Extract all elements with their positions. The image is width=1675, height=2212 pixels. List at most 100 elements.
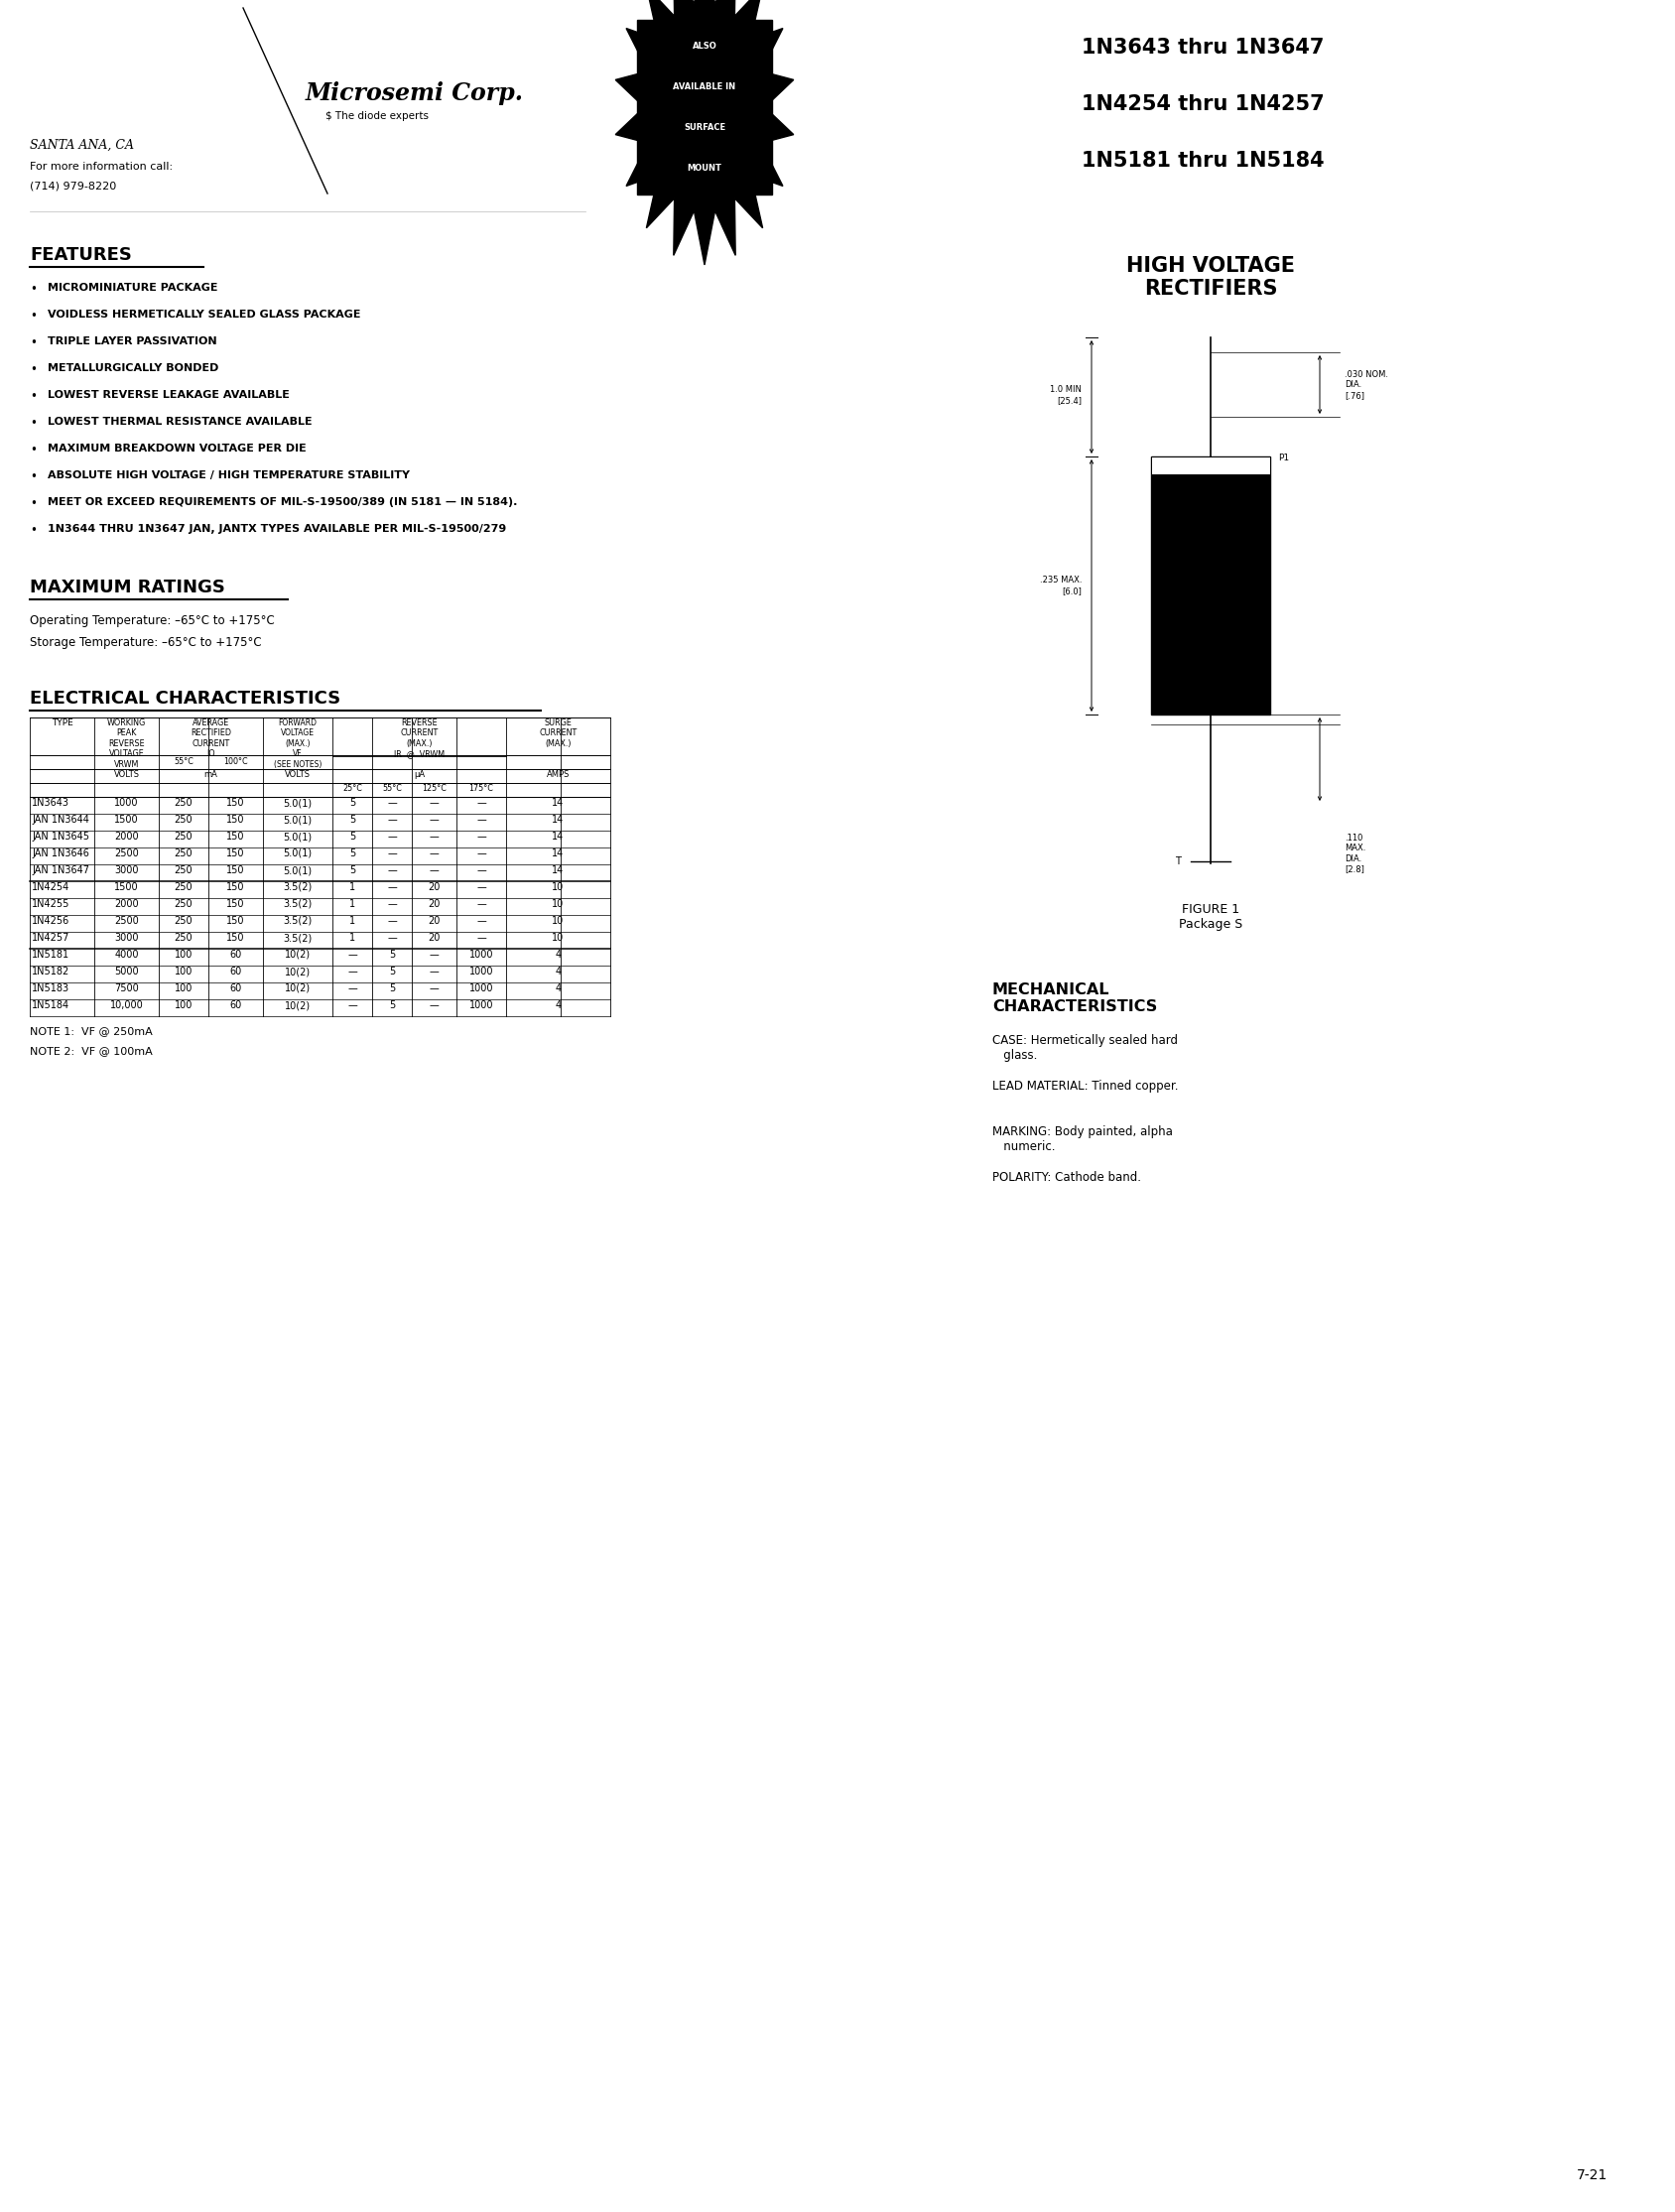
Text: FORWARD
VOLTAGE
(MAX.)
VF
(SEE NOTES): FORWARD VOLTAGE (MAX.) VF (SEE NOTES) xyxy=(273,719,322,770)
Text: —: — xyxy=(387,933,397,942)
Text: •: • xyxy=(30,336,37,349)
Text: 20: 20 xyxy=(429,916,441,927)
Text: ABSOLUTE HIGH VOLTAGE / HIGH TEMPERATURE STABILITY: ABSOLUTE HIGH VOLTAGE / HIGH TEMPERATURE… xyxy=(47,471,410,480)
Text: T: T xyxy=(1174,856,1181,867)
Text: JAN 1N3646: JAN 1N3646 xyxy=(32,849,89,858)
Text: .235 MAX.
[6.0]: .235 MAX. [6.0] xyxy=(1040,575,1082,595)
Text: ELECTRICAL CHARACTERISTICS: ELECTRICAL CHARACTERISTICS xyxy=(30,690,340,708)
Text: 250: 250 xyxy=(174,865,193,876)
Text: 1N3643: 1N3643 xyxy=(32,799,69,807)
Text: —: — xyxy=(476,832,486,841)
Text: TRIPLE LAYER PASSIVATION: TRIPLE LAYER PASSIVATION xyxy=(47,336,218,347)
Text: 150: 150 xyxy=(226,832,245,841)
Text: •: • xyxy=(30,471,37,482)
Text: 25°C: 25°C xyxy=(342,783,362,792)
Text: 250: 250 xyxy=(174,933,193,942)
Text: 5: 5 xyxy=(389,949,395,960)
Text: 7-21: 7-21 xyxy=(1576,2168,1608,2183)
Text: 1N5183: 1N5183 xyxy=(32,984,70,993)
Text: CASE: Hermetically sealed hard
   glass.: CASE: Hermetically sealed hard glass. xyxy=(992,1033,1178,1062)
Text: MAXIMUM BREAKDOWN VOLTAGE PER DIE: MAXIMUM BREAKDOWN VOLTAGE PER DIE xyxy=(47,445,307,453)
Text: 1500: 1500 xyxy=(114,814,139,825)
Text: MEET OR EXCEED REQUIREMENTS OF MIL-S-19500/389 (IN 5181 — IN 5184).: MEET OR EXCEED REQUIREMENTS OF MIL-S-195… xyxy=(47,498,518,507)
Text: —: — xyxy=(429,967,439,975)
Text: 5.0(1): 5.0(1) xyxy=(283,814,312,825)
Text: 14: 14 xyxy=(553,799,564,807)
Text: 1: 1 xyxy=(348,883,355,891)
Text: •: • xyxy=(30,389,37,403)
Text: .110
MAX.
DIA.
[2.8]: .110 MAX. DIA. [2.8] xyxy=(1345,834,1365,874)
Text: LOWEST REVERSE LEAKAGE AVAILABLE: LOWEST REVERSE LEAKAGE AVAILABLE xyxy=(47,389,290,400)
Text: —: — xyxy=(429,814,439,825)
Text: 175°C: 175°C xyxy=(469,783,494,792)
Text: —: — xyxy=(476,933,486,942)
Text: P1: P1 xyxy=(1278,453,1290,462)
Text: 1N4254 thru 1N4257: 1N4254 thru 1N4257 xyxy=(1082,95,1325,115)
Text: 4: 4 xyxy=(554,984,561,993)
Text: 150: 150 xyxy=(226,883,245,891)
Text: —: — xyxy=(429,849,439,858)
Text: •: • xyxy=(30,283,37,296)
Text: 5.0(1): 5.0(1) xyxy=(283,849,312,858)
Text: .030 NOM.
DIA.
[.76]: .030 NOM. DIA. [.76] xyxy=(1345,369,1389,400)
Text: —: — xyxy=(476,898,486,909)
Text: 1N5184: 1N5184 xyxy=(32,1000,70,1011)
Text: —: — xyxy=(387,832,397,841)
Text: 20: 20 xyxy=(429,898,441,909)
Text: 3000: 3000 xyxy=(114,933,139,942)
Text: 3000: 3000 xyxy=(114,865,139,876)
Text: MAXIMUM RATINGS: MAXIMUM RATINGS xyxy=(30,580,224,597)
Text: 7500: 7500 xyxy=(114,984,139,993)
Text: 4: 4 xyxy=(554,949,561,960)
Text: •: • xyxy=(30,498,37,511)
Text: 250: 250 xyxy=(174,849,193,858)
Text: 150: 150 xyxy=(226,814,245,825)
Text: NOTE 1:  VF @ 250mA: NOTE 1: VF @ 250mA xyxy=(30,1026,152,1035)
Text: —: — xyxy=(476,799,486,807)
Text: WORKING
PEAK
REVERSE
VOLTAGE
VRWM: WORKING PEAK REVERSE VOLTAGE VRWM xyxy=(107,719,146,770)
Text: —: — xyxy=(429,799,439,807)
Text: (714) 979-8220: (714) 979-8220 xyxy=(30,181,116,190)
Text: —: — xyxy=(387,883,397,891)
Text: 10(2): 10(2) xyxy=(285,967,310,975)
Text: 5: 5 xyxy=(389,1000,395,1011)
Text: VOLTS: VOLTS xyxy=(285,770,310,779)
Text: —: — xyxy=(429,865,439,876)
Text: •: • xyxy=(30,416,37,429)
Text: 1000: 1000 xyxy=(469,967,494,975)
Text: MICROMINIATURE PACKAGE: MICROMINIATURE PACKAGE xyxy=(47,283,218,292)
Text: MECHANICAL
CHARACTERISTICS: MECHANICAL CHARACTERISTICS xyxy=(992,982,1157,1015)
Text: AVAILABLE IN: AVAILABLE IN xyxy=(673,82,735,91)
Text: 1N5182: 1N5182 xyxy=(32,967,70,975)
Text: 4000: 4000 xyxy=(114,949,139,960)
Text: 100: 100 xyxy=(174,1000,193,1011)
Text: MARKING: Body painted, alpha
   numeric.: MARKING: Body painted, alpha numeric. xyxy=(992,1126,1172,1152)
Text: 250: 250 xyxy=(174,883,193,891)
Text: 250: 250 xyxy=(174,814,193,825)
Text: 250: 250 xyxy=(174,898,193,909)
Text: JAN 1N3645: JAN 1N3645 xyxy=(32,832,89,841)
Text: LEAD MATERIAL: Tinned copper.: LEAD MATERIAL: Tinned copper. xyxy=(992,1079,1178,1093)
Text: —: — xyxy=(387,865,397,876)
Text: 100: 100 xyxy=(174,967,193,975)
Text: 150: 150 xyxy=(226,933,245,942)
Text: mA: mA xyxy=(204,770,218,779)
Text: ALSO: ALSO xyxy=(692,42,717,51)
Text: 250: 250 xyxy=(174,799,193,807)
Text: 1N4256: 1N4256 xyxy=(32,916,70,927)
Text: —: — xyxy=(476,916,486,927)
Text: 2500: 2500 xyxy=(114,916,139,927)
Text: 150: 150 xyxy=(226,849,245,858)
Text: TYPE: TYPE xyxy=(52,719,72,728)
Text: 20: 20 xyxy=(429,883,441,891)
Text: 10: 10 xyxy=(553,933,564,942)
Text: LOWEST THERMAL RESISTANCE AVAILABLE: LOWEST THERMAL RESISTANCE AVAILABLE xyxy=(47,416,312,427)
Text: 150: 150 xyxy=(226,916,245,927)
Text: —: — xyxy=(387,916,397,927)
Polygon shape xyxy=(615,0,794,265)
Text: $ The diode experts: $ The diode experts xyxy=(325,111,429,122)
Text: 5: 5 xyxy=(348,832,355,841)
Text: 5: 5 xyxy=(389,967,395,975)
Text: 1: 1 xyxy=(348,898,355,909)
Text: —: — xyxy=(347,984,357,993)
